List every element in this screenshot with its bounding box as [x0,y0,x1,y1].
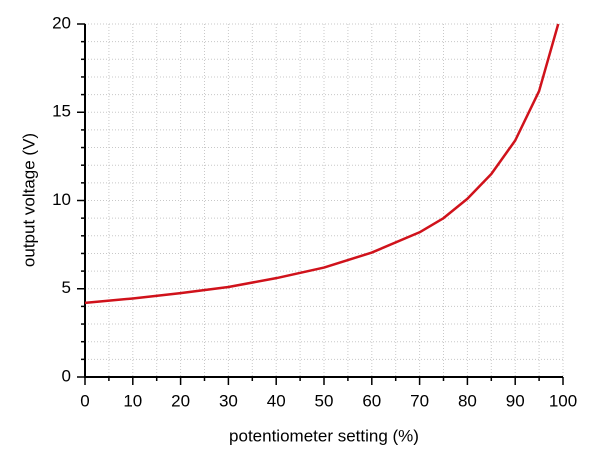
x-tick-label: 100 [549,391,577,410]
y-tick-label: 10 [52,190,71,209]
x-tick-label: 60 [362,391,381,410]
data-line [84,23,560,305]
x-tick-label: 70 [410,391,429,410]
x-axis-label: potentiometer setting (%) [229,426,419,445]
x-tick-label: 80 [458,391,477,410]
y-tick-label: 20 [52,13,71,32]
y-tick-label: 0 [62,366,71,385]
x-tick-label: 40 [267,391,286,410]
y-tick-label: 5 [62,278,71,297]
x-tick-label: 50 [315,391,334,410]
x-tick-label: 30 [219,391,238,410]
x-tick-label: 20 [171,391,190,410]
x-tick-label: 90 [506,391,525,410]
x-tick-label: 0 [80,391,89,410]
y-tick-label: 15 [52,102,71,121]
x-tick-label: 10 [123,391,142,410]
y-axis-label: output voltage (V) [19,133,38,267]
